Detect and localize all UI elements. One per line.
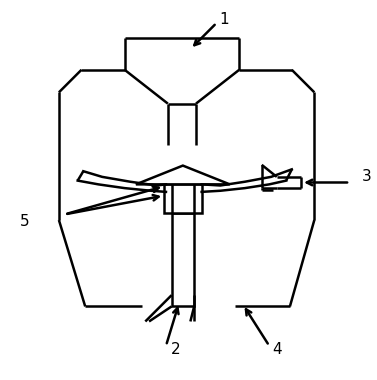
Polygon shape xyxy=(172,212,194,306)
Polygon shape xyxy=(136,166,230,184)
Text: 2: 2 xyxy=(170,342,180,357)
Text: 5: 5 xyxy=(20,214,30,230)
Polygon shape xyxy=(164,184,202,212)
Text: 4: 4 xyxy=(272,342,282,357)
Text: 3: 3 xyxy=(362,169,372,184)
Text: 1: 1 xyxy=(219,12,229,27)
